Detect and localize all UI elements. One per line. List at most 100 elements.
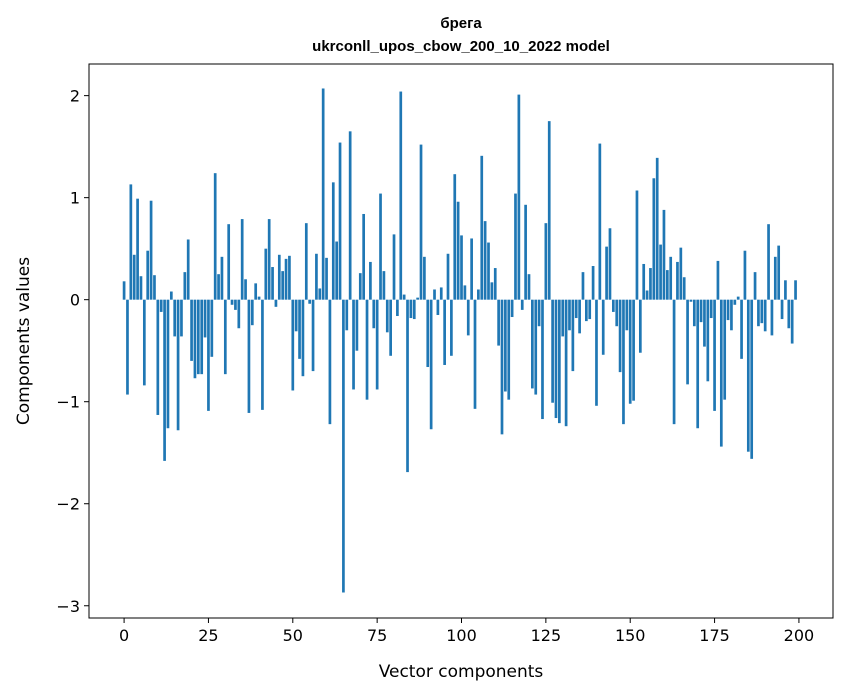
bar xyxy=(156,299,160,415)
bar xyxy=(308,299,312,304)
bar xyxy=(703,299,706,347)
bar xyxy=(517,94,521,300)
bar xyxy=(369,261,372,300)
bar xyxy=(757,299,760,327)
bar xyxy=(709,299,713,319)
bar xyxy=(261,299,264,410)
bar xyxy=(719,299,723,447)
bar xyxy=(568,299,571,331)
bar xyxy=(490,282,494,300)
bar xyxy=(294,299,298,332)
bar xyxy=(153,275,156,300)
bar xyxy=(605,246,608,300)
bar xyxy=(345,299,349,331)
x-tick-label: 0 xyxy=(119,626,129,645)
bar xyxy=(625,299,629,331)
bar xyxy=(399,91,403,300)
bar xyxy=(257,296,261,300)
bar xyxy=(355,299,359,351)
bar xyxy=(665,270,669,300)
bar xyxy=(382,271,386,300)
bar xyxy=(244,279,247,300)
bar xyxy=(483,221,487,300)
bar xyxy=(672,299,676,425)
bar xyxy=(554,299,558,419)
bar xyxy=(443,299,446,365)
bar xyxy=(331,182,335,300)
x-tick-label: 150 xyxy=(615,626,646,645)
bar xyxy=(301,299,305,377)
bar xyxy=(439,287,443,300)
bar xyxy=(622,299,625,425)
bar xyxy=(460,235,463,300)
bar xyxy=(574,299,578,319)
bar xyxy=(686,299,689,385)
bar xyxy=(149,200,153,300)
bar xyxy=(338,142,342,300)
bar xyxy=(139,276,143,300)
bar xyxy=(706,299,710,382)
bar xyxy=(541,299,544,420)
bar xyxy=(311,299,315,372)
bar xyxy=(558,299,561,424)
bar xyxy=(794,280,797,300)
bar xyxy=(784,280,787,300)
bar xyxy=(659,244,662,300)
bar xyxy=(406,299,409,473)
bar xyxy=(271,267,274,300)
bar xyxy=(291,299,295,391)
bar xyxy=(591,266,595,300)
bar xyxy=(726,299,730,321)
bar xyxy=(193,299,197,379)
bar xyxy=(595,299,598,406)
bar xyxy=(126,299,129,395)
bar xyxy=(142,299,146,386)
bar xyxy=(500,299,504,435)
x-tick-label: 175 xyxy=(699,626,730,645)
bar xyxy=(544,223,548,300)
bar xyxy=(585,299,588,322)
bar xyxy=(328,299,332,425)
bar xyxy=(753,272,757,300)
bar xyxy=(645,290,649,300)
bar xyxy=(564,299,568,427)
bar xyxy=(180,299,183,337)
bar xyxy=(213,173,217,300)
bar xyxy=(770,299,774,336)
bar xyxy=(402,294,406,300)
bars-group xyxy=(122,88,797,593)
bar xyxy=(122,281,126,300)
bar xyxy=(649,268,652,300)
bar xyxy=(760,299,764,324)
bar xyxy=(730,299,733,331)
bar xyxy=(598,143,602,300)
bar xyxy=(699,299,703,323)
bar xyxy=(277,254,281,300)
bar xyxy=(342,299,345,593)
bar xyxy=(551,299,554,403)
bar xyxy=(375,299,379,390)
bar xyxy=(234,299,237,310)
bar xyxy=(480,155,484,300)
bar xyxy=(453,174,457,300)
bar xyxy=(696,299,700,429)
x-tick-label: 125 xyxy=(531,626,562,645)
bar xyxy=(638,299,642,353)
bar xyxy=(416,297,419,300)
bar xyxy=(547,121,551,300)
bar xyxy=(217,274,220,300)
bar xyxy=(237,299,241,329)
bar xyxy=(264,248,268,300)
bar xyxy=(470,238,473,300)
bar xyxy=(281,271,285,300)
bar xyxy=(493,268,497,300)
bar xyxy=(348,131,352,300)
bar xyxy=(477,289,480,300)
bar xyxy=(780,299,784,320)
bar xyxy=(321,88,325,300)
bar xyxy=(662,209,666,300)
bar xyxy=(682,277,686,300)
bar xyxy=(466,299,470,336)
bar xyxy=(527,274,531,300)
